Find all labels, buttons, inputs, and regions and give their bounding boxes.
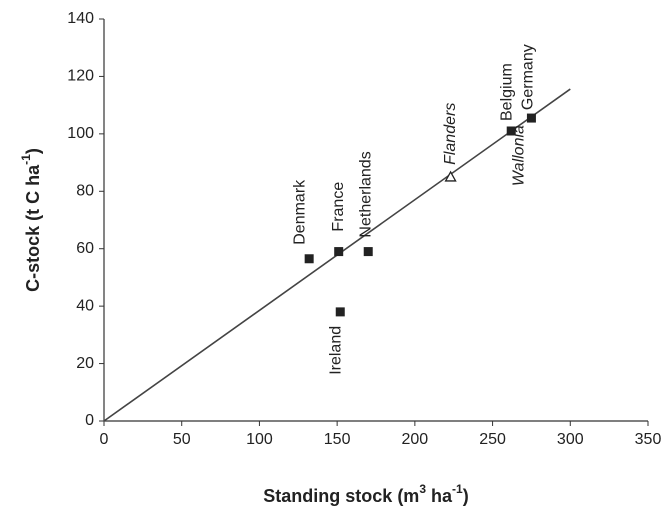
point xyxy=(506,126,516,136)
x-axis-title: Standing stock (m3 ha-1) xyxy=(263,482,468,506)
x-tick-label: 0 xyxy=(100,431,109,448)
point-label: Netherlands xyxy=(357,151,374,237)
y-tick-label: 60 xyxy=(76,240,94,257)
y-title-sup: -1 xyxy=(19,154,33,165)
y-tick-label: 0 xyxy=(85,412,94,429)
x-tick-label: 250 xyxy=(479,431,506,448)
x-tick-label: 200 xyxy=(402,431,429,448)
y-tick-label: 20 xyxy=(76,355,94,372)
x-title-sup: -1 xyxy=(452,482,463,496)
point xyxy=(335,307,345,317)
point xyxy=(334,247,344,257)
x-title-sup: 3 xyxy=(419,482,426,496)
point-label: Germany xyxy=(520,44,537,110)
y-tick-label: 120 xyxy=(67,68,94,85)
x-tick-label: 350 xyxy=(635,431,662,448)
y-tick-label: 40 xyxy=(76,297,94,314)
x-tick-label: 50 xyxy=(173,431,191,448)
y-tick-label: 80 xyxy=(76,183,94,200)
point xyxy=(304,254,314,264)
point xyxy=(444,170,457,182)
y-axis-title: C-stock (t C ha-1) xyxy=(19,148,43,292)
point-label: Flanders xyxy=(442,103,459,165)
point-label: Belgium xyxy=(498,63,515,121)
point xyxy=(526,113,536,123)
y-tick-label: 100 xyxy=(67,125,94,142)
point-label: Denmark xyxy=(291,179,308,245)
point-label: France xyxy=(330,182,347,232)
x-title-part: Standing stock (m xyxy=(263,486,419,506)
x-tick-label: 300 xyxy=(557,431,584,448)
point xyxy=(363,247,373,257)
x-title-part: ) xyxy=(463,486,469,506)
x-tick-label: 150 xyxy=(324,431,351,448)
y-tick-label: 140 xyxy=(67,10,94,27)
y-title-part: ) xyxy=(23,148,43,154)
x-tick-label: 100 xyxy=(246,431,273,448)
x-title-part: ha xyxy=(426,486,453,506)
y-title-part: C-stock (t C ha xyxy=(23,164,43,292)
point-label: Ireland xyxy=(327,326,344,375)
point-label: Wallonia xyxy=(511,125,528,186)
